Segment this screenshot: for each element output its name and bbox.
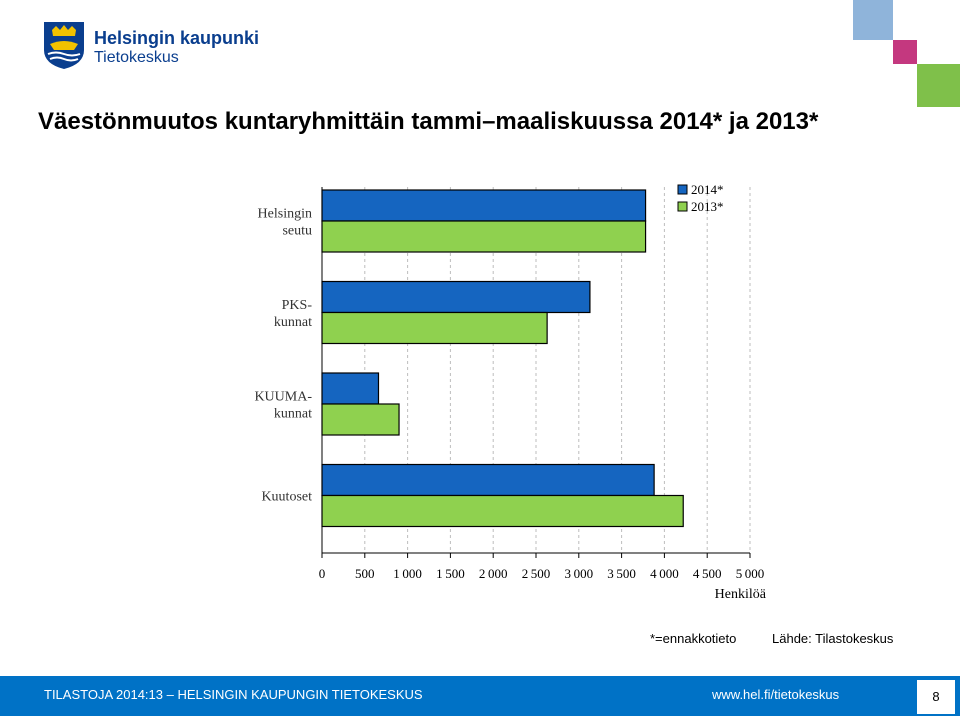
x-tick-label: 2 500	[522, 566, 551, 581]
bar-2014	[321, 372, 380, 405]
category-label: seutu	[282, 224, 312, 239]
legend-label: 2014*	[691, 182, 724, 197]
x-tick-label: 3 500	[607, 566, 636, 581]
x-axis-label: Henkilöä	[715, 587, 767, 602]
x-tick-label: 0	[319, 566, 326, 581]
legend-label: 2013*	[691, 199, 724, 214]
category-label: Kuutoset	[261, 490, 312, 505]
logo-subtitle: Tietokeskus	[94, 49, 179, 66]
decor-square-magenta	[893, 40, 917, 64]
x-tick-label: 500	[355, 566, 375, 581]
bar-chart: 0 500 1 000 1 500 2 000 2 500 3 000 3 500 4 000 4…	[254, 182, 767, 602]
helsinki-logo: Helsingin kaupunki Tietokeskus	[42, 20, 272, 72]
category-label: Helsingin	[258, 207, 312, 222]
source-note: Lähde: Tilastokeskus	[772, 631, 894, 646]
bar-2014	[321, 463, 655, 497]
bar-2014	[321, 280, 591, 314]
bar-2013	[321, 403, 400, 436]
x-tick-label: 5 000	[736, 566, 765, 581]
category-label: kunnat	[274, 315, 312, 330]
category-label: kunnat	[274, 407, 312, 422]
x-tick-label: 1 500	[436, 566, 465, 581]
x-tick-label: 3 000	[564, 566, 593, 581]
page-number: 8	[932, 689, 940, 704]
x-tick-label: 4 000	[650, 566, 679, 581]
helsinki-crest-icon	[44, 22, 84, 69]
x-tick-label: 4 500	[693, 566, 722, 581]
category-label: KUUMA-	[254, 390, 312, 405]
bar-2013	[321, 494, 684, 528]
x-tick-label: 2 000	[479, 566, 508, 581]
footer-url-link[interactable]: www.hel.fi/tietokeskus	[712, 687, 840, 702]
footnote: *=ennakkotieto	[650, 631, 737, 646]
bar-2013	[321, 220, 647, 253]
page-number-box: 8	[917, 680, 955, 714]
legend-swatch	[677, 201, 688, 212]
decor-square-green	[917, 64, 960, 107]
legend-swatch	[677, 184, 688, 195]
bar-2013	[321, 311, 548, 345]
footer-publication: TILASTOJA 2014:13 – HELSINGIN KAUPUNGIN …	[44, 687, 423, 702]
footer-bar: TILASTOJA 2014:13 – HELSINGIN KAUPUNGIN …	[0, 676, 960, 716]
logo-name: Helsingin kaupunki	[94, 28, 260, 48]
category-label: PKS-	[282, 298, 313, 313]
x-tick-label: 1 000	[393, 566, 422, 581]
bar-2014	[321, 189, 647, 222]
page-title: Väestönmuutos kuntaryhmittäin tammi–maal…	[38, 108, 819, 135]
decor-square-blue	[853, 0, 893, 40]
